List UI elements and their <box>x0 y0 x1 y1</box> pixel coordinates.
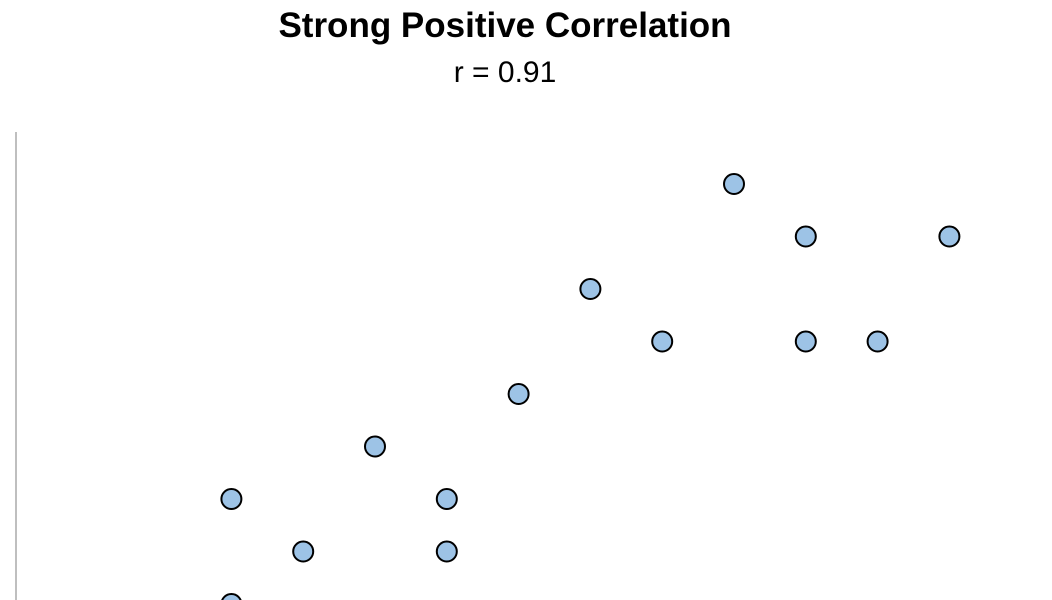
chart-subtitle: r = 0.91 <box>453 56 557 89</box>
points-group <box>220 173 961 600</box>
data-point-12 <box>435 540 458 563</box>
data-point-3 <box>579 278 602 300</box>
data-point-11 <box>292 540 315 563</box>
data-point-10 <box>435 488 458 510</box>
data-point-6 <box>866 330 889 353</box>
data-point-8 <box>364 435 386 458</box>
data-point-9 <box>220 488 243 510</box>
data-point-1 <box>794 225 817 248</box>
chart-title: Strong Positive Correlation <box>278 6 732 45</box>
data-point-5 <box>794 330 817 353</box>
data-point-7 <box>507 383 530 405</box>
data-point-13 <box>221 593 242 600</box>
data-point-2 <box>938 225 961 248</box>
data-point-0 <box>723 173 745 195</box>
data-point-4 <box>651 330 674 353</box>
